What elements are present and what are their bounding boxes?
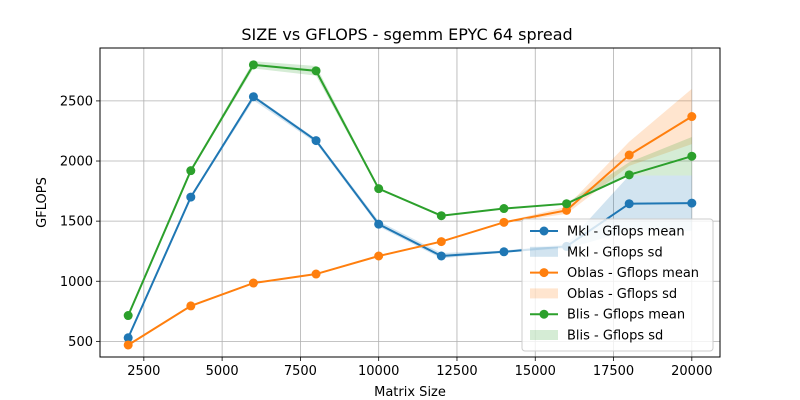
x-tick-label: 10000 xyxy=(358,364,399,379)
legend-band-swatch xyxy=(530,288,558,299)
x-tick-label: 5000 xyxy=(206,364,239,379)
legend-band-swatch xyxy=(530,246,558,257)
data-point-series-1 xyxy=(436,237,446,247)
y-tick-label: 1000 xyxy=(60,275,93,290)
data-point-series-0 xyxy=(311,136,321,146)
x-tick-label: 15000 xyxy=(515,364,556,379)
data-point-series-0 xyxy=(186,192,196,202)
data-point-series-0 xyxy=(624,199,634,209)
data-point-series-0 xyxy=(123,333,133,343)
x-tick-label: 2500 xyxy=(127,364,160,379)
data-point-series-2 xyxy=(687,151,697,161)
x-tick-label: 7500 xyxy=(284,364,317,379)
x-axis-title: Matrix Size xyxy=(374,385,446,400)
x-tick-label: 12500 xyxy=(436,364,477,379)
data-point-series-2 xyxy=(436,211,446,221)
legend-box xyxy=(521,218,714,352)
legend-marker-swatch xyxy=(539,268,549,278)
x-tick-label: 17500 xyxy=(593,364,634,379)
y-tick-label: 2500 xyxy=(60,94,93,109)
legend-marker-swatch xyxy=(539,226,549,236)
data-point-series-0 xyxy=(499,247,509,257)
data-point-series-2 xyxy=(374,184,384,194)
data-point-series-0 xyxy=(374,219,384,229)
data-point-series-2 xyxy=(248,60,258,70)
data-point-series-1 xyxy=(186,301,196,311)
line-series-2 xyxy=(127,63,693,316)
legend-label: Oblas - Gflops sd xyxy=(567,287,677,302)
data-point-series-0 xyxy=(248,92,258,102)
x-tick-label: 20000 xyxy=(671,364,712,379)
data-point-series-0 xyxy=(687,198,697,208)
data-point-series-1 xyxy=(499,217,509,227)
legend-label: Mkl - Gflops sd xyxy=(567,245,663,260)
data-point-series-2 xyxy=(186,166,196,176)
legend-label: Mkl - Gflops mean xyxy=(567,225,685,240)
axis-ticks: 2500 5000 7500 10000 12500 15000 17500 20000 500… xyxy=(60,94,713,379)
legend-label: Blis - Gflops mean xyxy=(567,308,685,323)
legend-label: Oblas - Gflops mean xyxy=(567,266,699,281)
data-point-series-1 xyxy=(624,150,634,160)
data-point-series-1 xyxy=(562,205,572,215)
data-point-series-2 xyxy=(499,204,509,214)
data-point-series-2 xyxy=(624,170,634,180)
data-point-series-2 xyxy=(123,311,133,321)
data-point-series-2 xyxy=(562,199,572,209)
y-tick-label: 1500 xyxy=(60,215,93,230)
y-axis-title: GFLOPS xyxy=(35,177,50,228)
legend-marker-swatch xyxy=(539,309,549,319)
legend: Mkl - Gflops mean Mkl - Gflops sd Oblas - … xyxy=(521,218,714,352)
series-points xyxy=(123,60,697,350)
plot-frame xyxy=(99,47,721,358)
data-point-series-0 xyxy=(436,251,446,261)
line-series-1 xyxy=(127,115,693,346)
chart-title: SIZE vs GFLOPS - sgemm EPYC 64 spread xyxy=(241,25,572,44)
data-point-series-1 xyxy=(311,269,321,279)
y-tick-label: 500 xyxy=(68,335,93,350)
data-point-series-1 xyxy=(687,112,697,122)
data-point-series-2 xyxy=(311,66,321,76)
y-tick-label: 2000 xyxy=(60,155,93,170)
data-point-series-1 xyxy=(374,251,384,261)
legend-label: Blis - Gflops sd xyxy=(567,329,663,344)
data-point-series-1 xyxy=(123,340,133,350)
legend-band-swatch xyxy=(530,330,558,340)
data-point-series-1 xyxy=(248,278,258,288)
